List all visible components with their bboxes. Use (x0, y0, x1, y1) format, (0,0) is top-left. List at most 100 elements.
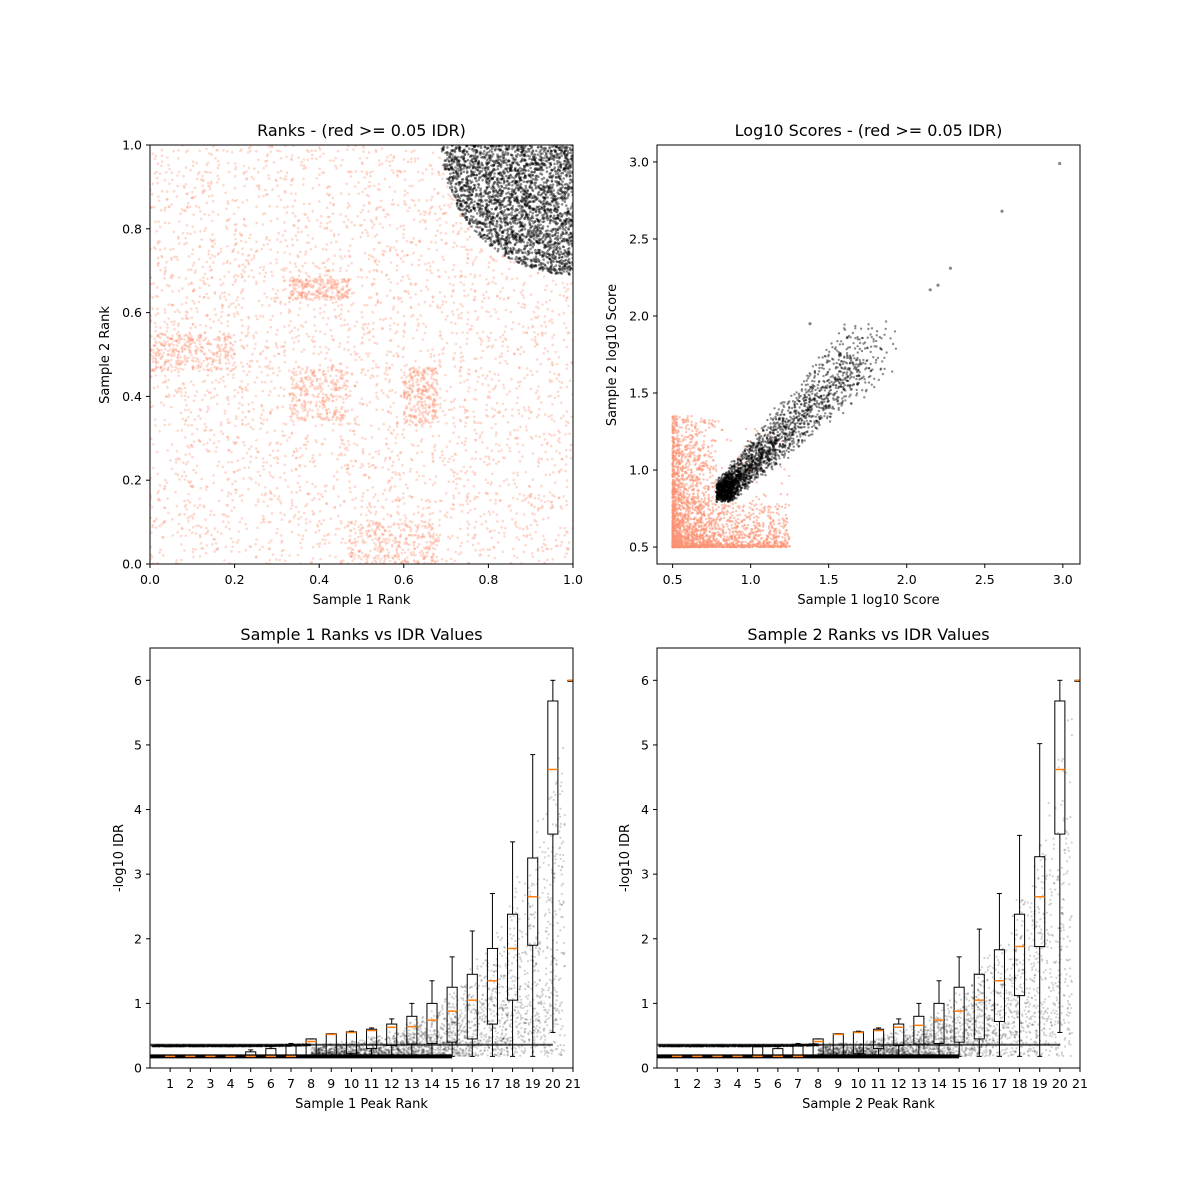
y-tick-label: 1 (134, 996, 142, 1011)
ranks-chart-title: Ranks - (red >= 0.05 IDR) (257, 121, 466, 140)
x-tick-label: 15 (444, 1076, 460, 1091)
box-iqr (1034, 856, 1046, 948)
x-tick-label: 16 (971, 1076, 987, 1091)
idr-points (150, 747, 567, 1058)
ranks-scatter-panel: Ranks - (red >= 0.05 IDR) Sample 1 Rank … (98, 121, 583, 608)
y-tick-label: 3 (641, 867, 649, 882)
box-iqr (406, 1015, 418, 1045)
x-tick-label: 20 (545, 1076, 561, 1091)
outlier-point (936, 283, 940, 287)
y-axis-ticks: 0.5 1.0 1.5 2.0 2.5 3.0 (629, 154, 657, 555)
box-15 (953, 956, 965, 1057)
box-5 (245, 1049, 257, 1058)
box-16 (466, 930, 478, 1057)
box-17 (993, 893, 1005, 1057)
x-tick-label: 14 (931, 1076, 947, 1091)
y-tick-label: 0.4 (122, 389, 142, 404)
box-4 (225, 1054, 237, 1058)
box-3 (204, 1055, 216, 1058)
x-tick-label: 20 (1052, 1076, 1068, 1091)
x-tick-label: 1 (673, 1076, 681, 1091)
box-iqr (305, 1038, 317, 1057)
ranks-x-axis-label: Sample 1 Rank (313, 593, 411, 608)
y-tick-label: 5 (641, 737, 649, 752)
x-tick-label: 1.0 (741, 572, 761, 587)
x-tick-label: 0.5 (663, 572, 683, 587)
above-threshold-points (715, 320, 898, 504)
plot-area (671, 320, 898, 549)
box-iqr (466, 973, 478, 1040)
x-tick-label: 16 (464, 1076, 480, 1091)
plot-frame (656, 647, 1081, 1069)
above-threshold-points (440, 145, 573, 276)
y-tick-label: 0.8 (122, 221, 142, 236)
y-tick-label: 4 (134, 802, 142, 817)
x-tick-label: 10 (343, 1076, 359, 1091)
box-11 (366, 1027, 378, 1057)
x-axis-ticks: 1 2 3 4 5 6 7 8 9 10 11 12 13 14 15 16 17 18 19 20 21 (673, 1068, 1088, 1091)
y-tick-label: 0 (641, 1061, 649, 1076)
y-tick-label: 1.5 (629, 386, 649, 401)
x-tick-label: 5 (247, 1076, 255, 1091)
outlier-point (948, 266, 953, 270)
box-12 (386, 1018, 398, 1057)
x-tick-label: 14 (424, 1076, 440, 1091)
x-axis-ticks: 0.0 0.2 0.4 0.6 0.8 1.0 (140, 564, 583, 587)
y-tick-label: 1.0 (122, 138, 142, 153)
box-9 (832, 1033, 844, 1057)
x-tick-label: 10 (850, 1076, 866, 1091)
outlier-point (1058, 161, 1062, 166)
y-tick-label: 2 (134, 931, 142, 946)
box-iqr (527, 857, 539, 946)
box-2 (691, 1055, 703, 1058)
box-18 (507, 841, 519, 1057)
idr-points (658, 718, 1073, 1058)
box-19 (1034, 743, 1046, 1057)
x-tick-label: 7 (794, 1076, 802, 1091)
box-8 (305, 1038, 317, 1057)
x-tick-label: 11 (871, 1076, 887, 1091)
x-tick-label: 3 (713, 1076, 721, 1091)
box-5 (752, 1044, 764, 1058)
outlier-point (1000, 209, 1004, 213)
box-12 (893, 1018, 905, 1057)
box-16 (973, 928, 985, 1057)
x-tick-label: 15 (951, 1076, 967, 1091)
x-tick-label: 8 (307, 1076, 315, 1091)
x-tick-label: 7 (287, 1076, 295, 1091)
y-tick-label: 1.0 (629, 463, 649, 478)
box-21 (567, 679, 573, 682)
x-tick-label: 11 (364, 1076, 380, 1091)
x-tick-label: 8 (814, 1076, 822, 1091)
x-tick-label: 3.0 (1053, 572, 1073, 587)
x-tick-label: 12 (384, 1076, 400, 1091)
box-6 (265, 1046, 277, 1058)
y-tick-label: 0 (134, 1061, 142, 1076)
x-tick-label: 1.5 (819, 572, 839, 587)
box-3 (711, 1055, 723, 1058)
x-tick-label: 2.5 (975, 572, 995, 587)
box-19 (527, 754, 539, 1057)
y-tick-label: 2 (641, 931, 649, 946)
outlier-point (808, 322, 812, 326)
box-6 (772, 1046, 784, 1058)
plot-frame (656, 144, 1081, 565)
x-tick-label: 4 (734, 1076, 742, 1091)
x-tick-label: 0.8 (478, 572, 498, 587)
sample1-y-axis-label: -log10 IDR (112, 824, 127, 892)
box-8 (812, 1038, 824, 1057)
x-tick-label: 2.0 (897, 572, 917, 587)
y-tick-label: 4 (641, 802, 649, 817)
y-tick-label: 3 (134, 867, 142, 882)
x-tick-label: 1 (166, 1076, 174, 1091)
x-tick-label: 1.0 (563, 572, 583, 587)
box-iqr (1054, 700, 1066, 835)
below-threshold-points (150, 145, 573, 564)
x-tick-label: 2 (693, 1076, 701, 1091)
sample2-x-axis-label: Sample 2 Peak Rank (802, 1097, 935, 1112)
y-tick-label: 6 (641, 673, 649, 688)
y-tick-label: 0.6 (122, 305, 142, 320)
box-iqr (426, 1002, 438, 1044)
sample2-box-panel: Sample 2 Ranks vs IDR Values Sample 2 Pe… (618, 625, 1088, 1112)
x-tick-label: 0.6 (394, 572, 414, 587)
